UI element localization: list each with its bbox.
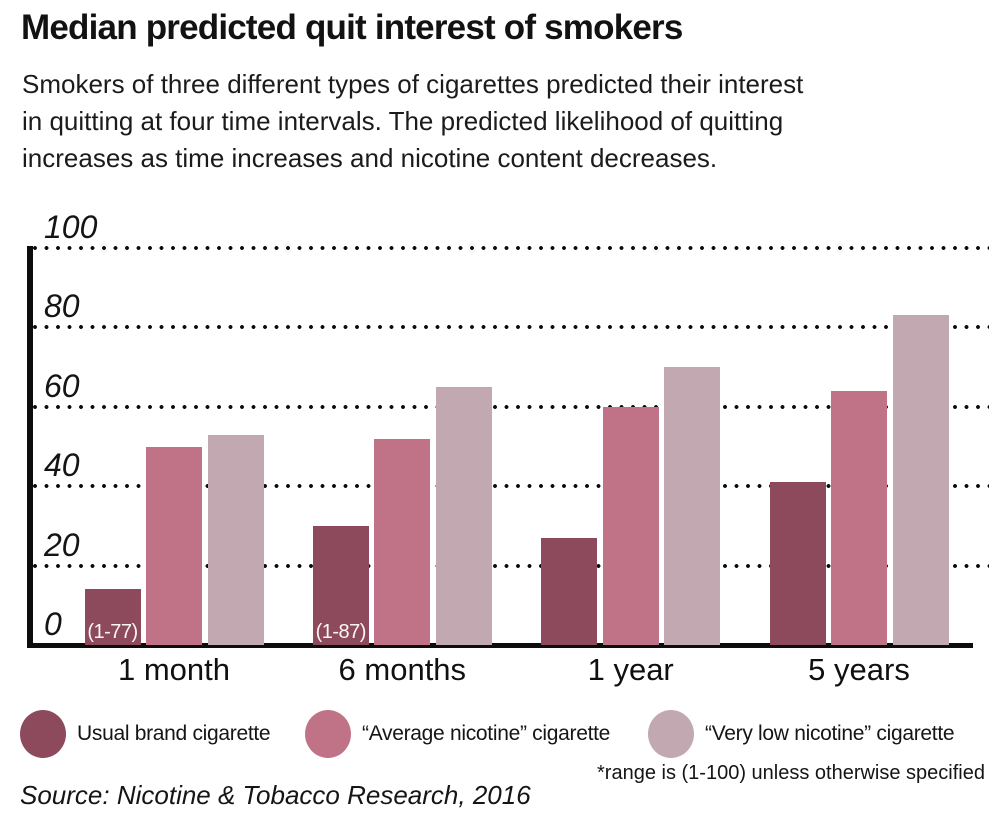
legend-swatch-usual-brand-icon [20, 710, 66, 758]
x-tick-label-1-year: 1 year [587, 652, 674, 687]
subtitle-line: in quitting at four time intervals. The … [22, 106, 784, 136]
y-tick-label-20: 20 [44, 526, 80, 563]
x-tick-label-1-month: 1 month [117, 652, 230, 687]
bar-1-year-series-2 [664, 367, 721, 645]
bar-6-months-series-2 [435, 386, 492, 645]
bar-5-years-series-2 [892, 315, 949, 645]
bar-5-years-series-0 [769, 482, 826, 645]
range-footnote: *range is (1-100) unless otherwise speci… [597, 762, 985, 784]
legend-item-average-nicotine: “Average nicotine” cigarette [305, 710, 610, 758]
subtitle-line: Smokers of three different types of ciga… [22, 69, 804, 99]
bar-range-annotation: (1-77) [87, 620, 138, 643]
chart-subtitle: Smokers of three different types of ciga… [22, 66, 803, 177]
bar-1-year-series-0 [541, 537, 598, 645]
gridline-80 [33, 325, 989, 330]
chart-title: Median predicted quit interest of smoker… [21, 8, 683, 47]
legend-swatch-average-nicotine-icon [305, 710, 351, 758]
bar-6-months-series-0: (1-87) [312, 525, 369, 645]
bar-1-month-series-2 [207, 434, 264, 645]
gridline-100 [33, 246, 989, 250]
gridline-60 [33, 404, 989, 409]
x-tick-label-6-months: 6 months [338, 652, 467, 687]
legend-item-usual-brand: Usual brand cigarette [20, 710, 271, 758]
bar-range-annotation: (1-87) [315, 620, 367, 643]
y-tick-label-80: 80 [44, 288, 80, 325]
y-tick-label-60: 60 [44, 367, 80, 404]
y-tick-label-40: 40 [44, 447, 80, 484]
y-tick-label-100: 100 [44, 209, 98, 245]
bar-6-months-series-1 [374, 438, 431, 645]
bar-1-month-series-0: (1-77) [84, 589, 141, 645]
legend-label: “Very low nicotine” cigarette [705, 722, 955, 745]
legend-label: Usual brand cigarette [77, 722, 271, 745]
bar-1-month-series-1 [146, 446, 202, 645]
subtitle-line: increases as time increases and nicotine… [22, 143, 718, 173]
source-citation: Source: Nicotine & Tobacco Research, 201… [20, 780, 531, 810]
legend-item-very-low-nicotine: “Very low nicotine” cigarette [648, 710, 955, 758]
legend-swatch-very-low-nicotine-icon [648, 710, 694, 758]
x-tick-label-5-years: 5 years [808, 652, 910, 687]
x-axis-line [27, 643, 973, 648]
bar-5-years-series-1 [831, 390, 887, 645]
legend-label: “Average nicotine” cigarette [362, 722, 611, 745]
y-tick-label-0: 0 [44, 606, 62, 642]
y-axis-line [27, 246, 33, 648]
gridline-40 [33, 484, 989, 489]
gridline-20 [33, 563, 989, 568]
bar-1-year-series-1 [602, 406, 659, 645]
